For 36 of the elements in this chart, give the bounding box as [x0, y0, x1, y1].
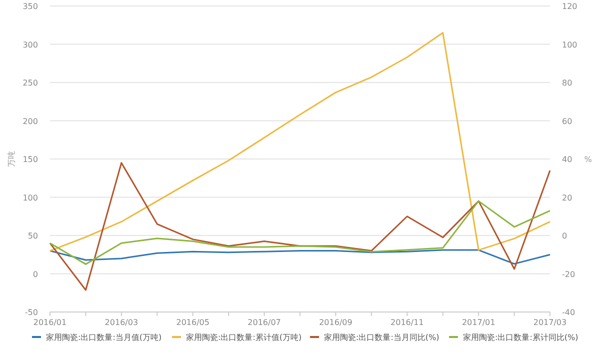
y-tick-label: 300	[22, 40, 38, 50]
legend-label: 家用陶瓷:出口数量:当月同比(%)	[324, 333, 440, 342]
y-tick-label: 150	[22, 155, 38, 164]
line-series	[49, 249, 551, 265]
y2-tick-label: 40	[562, 155, 572, 164]
y2-tick-label: 100	[562, 40, 578, 50]
line-series	[49, 162, 551, 291]
y-tick-label: -50	[24, 308, 38, 317]
x-tick-label: 2016/09	[319, 318, 352, 327]
y-tick-label: 100	[22, 193, 38, 202]
x-tick-label: 2016/01	[33, 318, 67, 327]
y2-tick-label: -20	[562, 270, 576, 279]
y-tick-label: 200	[22, 116, 38, 126]
x-tick-label: 2016/05	[176, 318, 210, 327]
y2-tick-label: 60	[562, 116, 572, 126]
y2-axis-title: %	[584, 155, 592, 164]
y2-tick-label: 80	[562, 78, 572, 88]
line-series	[49, 200, 551, 265]
y-tick-label: 50	[28, 232, 38, 240]
x-tick-label: 2016/03	[104, 318, 138, 327]
legend-label: 家用陶瓷:出口数量:累计同比(%)	[463, 333, 578, 342]
y-tick-label: 350	[22, 2, 38, 11]
y-axis-title: 万吨	[7, 151, 16, 167]
x-tick-label: 2017/01	[462, 318, 496, 327]
y-tick-label: 0	[32, 270, 38, 279]
legend-label: 家用陶瓷:出口数量:累计值(万吨)	[186, 333, 302, 342]
y2-tick-label: 120	[562, 2, 578, 11]
x-tick-label: 2017/03	[533, 318, 567, 327]
y-tick-label: 250	[22, 78, 38, 88]
y2-tick-label: 20	[562, 193, 572, 202]
y2-tick-label: -40	[562, 308, 576, 317]
line-series	[49, 32, 551, 252]
y2-tick-label: 0	[562, 232, 568, 240]
x-tick-label: 2016/07	[248, 318, 281, 327]
legend-label: 家用陶瓷:出口数量:当月值(万吨)	[46, 333, 162, 342]
x-tick-label: 2016/11	[390, 318, 424, 327]
